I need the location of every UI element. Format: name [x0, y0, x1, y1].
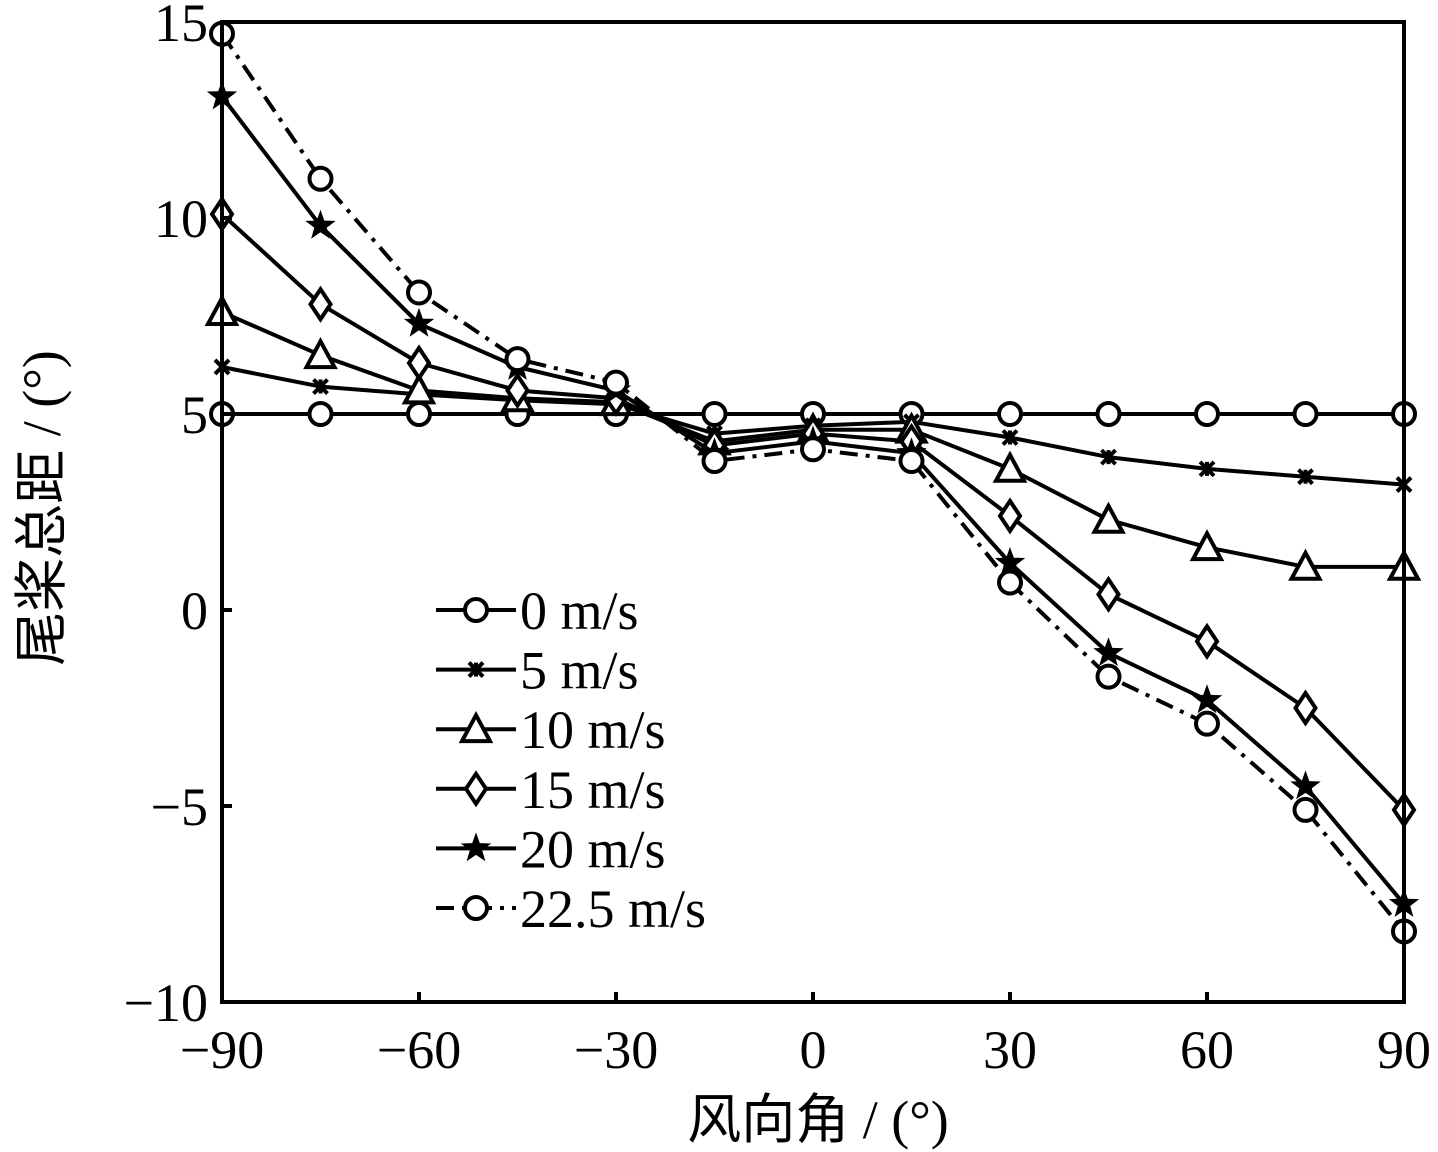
y-tick-label: 0 — [181, 581, 208, 641]
series-4 — [206, 80, 1420, 917]
data-point — [1194, 710, 1220, 737]
legend-item: 10 m/s — [436, 700, 666, 760]
data-point — [992, 450, 1028, 483]
data-point — [1292, 401, 1319, 427]
data-point — [504, 346, 531, 373]
legend-marker — [458, 710, 494, 744]
legend-marker — [460, 832, 492, 862]
data-point — [1095, 663, 1122, 690]
series-line — [220, 32, 1406, 933]
data-point — [1293, 689, 1318, 727]
data-point — [1297, 468, 1314, 486]
legend-item: 0 m/s — [436, 581, 639, 641]
x-tick-label: 60 — [1180, 1020, 1234, 1080]
data-point — [1290, 770, 1321, 800]
x-axis-title: 风向角 / (°) — [687, 1090, 949, 1150]
data-point — [401, 372, 437, 405]
data-point — [1096, 575, 1121, 613]
x-tick-label: −90 — [180, 1020, 264, 1080]
plot-lines — [204, 20, 1422, 945]
x-tick-label: −60 — [377, 1020, 461, 1080]
series-5 — [209, 20, 1417, 945]
data-point — [1100, 448, 1117, 466]
x-tick-label: −30 — [574, 1020, 658, 1080]
axes: −90 −60 −30 0 30 60 90 −10 −5 0 5 10 15 — [124, 0, 1431, 1080]
data-point — [800, 436, 826, 463]
data-point — [701, 448, 728, 475]
data-point — [1288, 548, 1323, 581]
data-point — [406, 279, 432, 306]
data-point — [303, 336, 338, 370]
data-point — [1095, 401, 1122, 427]
data-point — [997, 497, 1023, 535]
series-3 — [209, 195, 1417, 829]
series-line — [220, 95, 1406, 906]
legend-marker — [467, 661, 485, 679]
data-point — [1189, 529, 1225, 562]
y-tick-label: 5 — [181, 385, 208, 445]
y-tick-label: 10 — [154, 189, 208, 249]
data-point — [1093, 637, 1124, 667]
x-tick-label: 90 — [1377, 1020, 1431, 1080]
data-point — [994, 547, 1026, 576]
legend-label: 0 m/s — [520, 581, 639, 641]
data-point — [997, 401, 1023, 427]
legend-label: 20 m/s — [520, 819, 666, 879]
legend-marker — [463, 895, 489, 921]
data-point — [403, 307, 435, 337]
data-point — [312, 378, 329, 395]
legend-marker — [463, 770, 489, 808]
legend-marker — [463, 597, 489, 623]
data-point — [307, 401, 334, 427]
data-point — [701, 401, 728, 427]
data-point — [898, 448, 925, 475]
data-point — [1091, 501, 1126, 534]
y-tick-label: 15 — [154, 0, 208, 53]
data-point — [406, 401, 432, 427]
legend-item: 22.5 m/s — [436, 879, 706, 939]
data-point — [305, 209, 336, 239]
data-point — [1198, 460, 1216, 478]
legend: 0 m/s5 m/s10 m/s15 m/s20 m/s22.5 m/s — [436, 581, 706, 939]
data-point — [1191, 684, 1223, 714]
y-tick-label: −5 — [151, 777, 208, 837]
data-point — [1194, 622, 1220, 660]
legend-label: 10 m/s — [520, 700, 666, 760]
data-point — [603, 369, 629, 396]
legend-item: 15 m/s — [436, 760, 666, 820]
plot-frame — [220, 20, 1406, 1004]
data-point — [505, 371, 530, 410]
data-point — [1001, 429, 1019, 446]
y-tick-label: −10 — [124, 973, 208, 1033]
data-point — [1194, 401, 1220, 427]
legend-label: 22.5 m/s — [520, 879, 706, 939]
x-tick-label: 30 — [983, 1020, 1037, 1080]
y-axis-title: 尾桨总距 / (°) — [12, 350, 72, 666]
data-point — [997, 569, 1023, 596]
data-point — [406, 344, 432, 382]
x-tick-label: 0 — [800, 1020, 827, 1080]
data-point — [308, 285, 333, 323]
legend-item: 5 m/s — [436, 641, 639, 701]
legend-label: 5 m/s — [520, 641, 639, 701]
legend-item: 20 m/s — [436, 819, 666, 879]
data-point — [307, 165, 334, 192]
data-point — [1292, 796, 1319, 823]
legend-label: 15 m/s — [520, 760, 666, 820]
